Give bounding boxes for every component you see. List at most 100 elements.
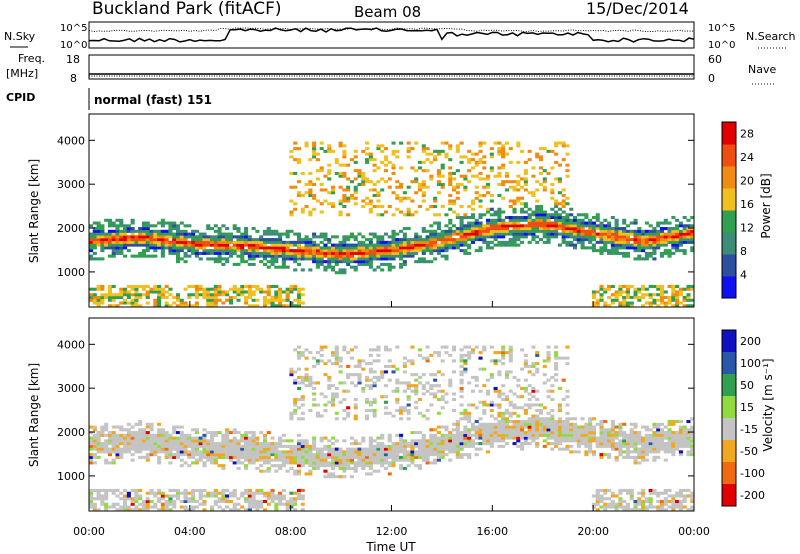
velocity-cell	[410, 431, 415, 435]
power-cell	[493, 243, 498, 247]
power-cell	[304, 251, 309, 255]
power-cell	[557, 191, 562, 195]
velocity-cell	[179, 458, 184, 462]
velocity-cell	[293, 491, 298, 495]
velocity-cell	[527, 436, 532, 440]
power-cell	[308, 210, 313, 214]
velocity-cell	[641, 499, 646, 504]
power-cell	[535, 240, 540, 244]
velocity-cell	[251, 439, 256, 443]
velocity-cell	[372, 461, 377, 465]
power-cell	[278, 265, 283, 269]
velocity-cell	[206, 442, 211, 446]
velocity-cell	[194, 499, 199, 504]
velocity-cell	[304, 375, 309, 379]
velocity-cell	[531, 431, 536, 435]
velocity-cell	[168, 436, 173, 440]
power-cell	[198, 293, 203, 297]
power-cell	[141, 243, 147, 247]
velocity-cell	[633, 458, 638, 462]
velocity-cell	[508, 351, 513, 355]
power-cell	[690, 287, 695, 291]
velocity-cell	[123, 502, 128, 506]
power-cell	[452, 202, 457, 206]
velocity-cell	[327, 461, 332, 465]
power-cell	[111, 243, 116, 247]
power-cell	[440, 182, 445, 186]
power-cell	[270, 260, 275, 264]
velocity-cell	[274, 450, 279, 454]
velocity-cell	[262, 469, 268, 473]
power-cell	[175, 260, 181, 264]
power-cell	[433, 221, 438, 225]
velocity-cell	[569, 422, 574, 426]
velocity-cell	[172, 447, 177, 451]
power-cell	[376, 180, 381, 184]
power-cell	[157, 293, 162, 297]
velocity-cell	[387, 436, 392, 440]
velocity-cell	[172, 494, 177, 498]
velocity-cell	[399, 411, 404, 415]
power-cell	[595, 218, 600, 222]
velocity-cell	[637, 439, 642, 443]
power-cell	[123, 298, 128, 302]
velocity-cell	[293, 447, 298, 451]
velocity-cell	[625, 442, 631, 446]
power-cell	[614, 293, 619, 297]
power-cell	[433, 155, 438, 159]
power-cell	[334, 246, 339, 250]
power-cell	[315, 235, 320, 239]
power-cell	[622, 238, 627, 242]
velocity-cell	[334, 348, 339, 352]
power-cell	[652, 251, 657, 255]
power-cell	[474, 196, 479, 200]
velocity-cell	[641, 491, 646, 495]
velocity-cell	[372, 469, 377, 473]
velocity-cell	[232, 502, 237, 506]
power-cell	[179, 221, 184, 225]
velocity-cell	[244, 458, 249, 462]
velocity-cell	[622, 422, 627, 426]
power-cell	[659, 254, 665, 258]
velocity-cell	[520, 444, 525, 448]
velocity-cell	[633, 422, 638, 426]
power-cell	[111, 224, 116, 228]
velocity-cell	[497, 403, 502, 407]
power-cell	[104, 232, 109, 236]
velocity-cell	[92, 433, 97, 437]
power-cell	[191, 243, 196, 247]
velocity-cell	[588, 433, 593, 437]
power-cell	[323, 188, 328, 192]
velocity-cell	[319, 392, 324, 396]
velocity-cell	[436, 384, 441, 388]
power-cell	[455, 227, 460, 231]
power-cell	[380, 160, 385, 164]
velocity-cell	[232, 491, 237, 495]
velocity-cell	[459, 353, 464, 357]
power-cell	[561, 224, 566, 228]
velocity-cell	[266, 461, 271, 465]
velocity-cell	[444, 400, 449, 404]
velocity-cell	[652, 450, 657, 454]
velocity-cell	[213, 499, 218, 504]
power-cell	[527, 213, 532, 217]
velocity-cell	[656, 450, 661, 454]
power-cell	[387, 257, 392, 261]
velocity-cell	[618, 422, 623, 426]
velocity-cell	[622, 436, 627, 440]
velocity-cell	[504, 397, 510, 402]
power-heatmap	[89, 141, 695, 308]
velocity-cell	[436, 439, 441, 443]
velocity-cell	[569, 436, 574, 440]
velocity-cell	[448, 378, 453, 382]
power-cell	[172, 301, 177, 305]
velocity-cell	[342, 455, 347, 459]
velocity-cell	[141, 502, 147, 506]
power-cell	[667, 240, 672, 244]
power-cell	[153, 301, 158, 305]
power-cell	[213, 295, 218, 300]
power-cell	[168, 293, 173, 297]
power-cell	[262, 262, 268, 266]
power-cell	[652, 243, 657, 247]
power-cell	[474, 163, 479, 167]
